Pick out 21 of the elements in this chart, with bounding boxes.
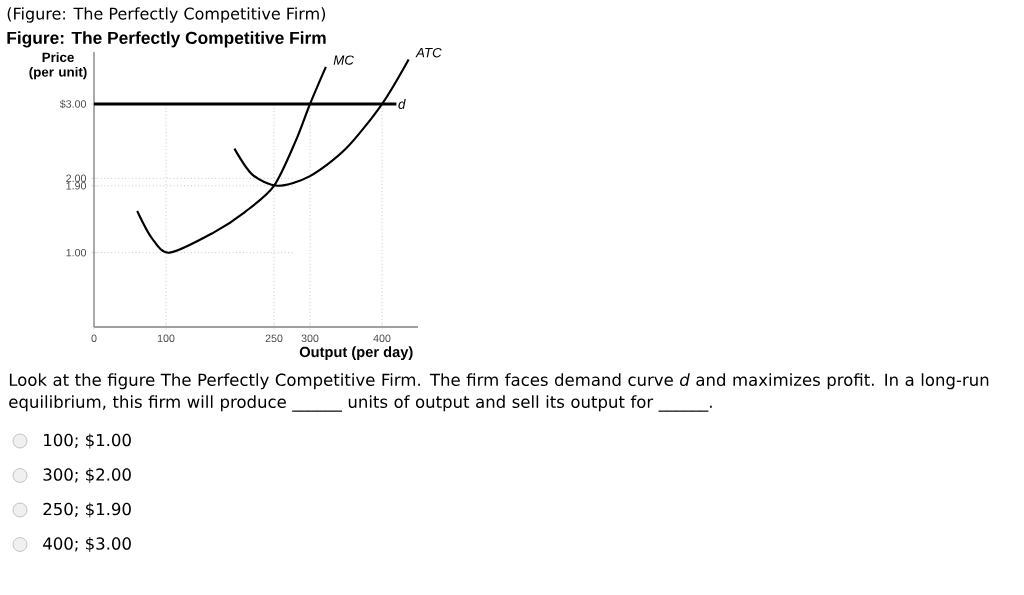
y-tick-label: 1.00: [66, 248, 87, 257]
x-tick-label: 250: [265, 334, 283, 343]
x-axis-title: Output (per day): [299, 346, 413, 361]
chart-subtitle: (Figure: The Perfectly Competitive Firm): [7, 7, 326, 23]
y-tick-label: $3.00: [59, 99, 87, 109]
text: 400; $3.00: [43, 536, 131, 552]
chart-title: Figure: The Perfectly Competitive Firm: [7, 31, 326, 48]
x-tick-label: 0: [91, 334, 97, 343]
x-tick-label: 400: [373, 334, 391, 343]
series-label: MC: [333, 55, 355, 65]
series-label: ATC: [415, 47, 442, 58]
series-label: d: [398, 99, 406, 109]
y-axis-title: Price (per unit): [29, 52, 87, 80]
y-tick-label: 1.90: [66, 182, 87, 190]
y-tick-label: 2.00: [66, 174, 87, 183]
text: 100; $1.00: [44, 433, 131, 449]
x-tick-label: 100: [157, 334, 175, 343]
text: Look at the figure The Perfectly Competitive Firm. The firm faces demand curve d and maximizes profit. In a long-run equilibrium, this firm will produce ______ units of output and sell its output for ______.: [9, 373, 989, 412]
x-tick-label: 300: [301, 334, 319, 343]
text: 250; $1.90: [43, 502, 131, 518]
text: 300; $2.00: [43, 467, 131, 483]
